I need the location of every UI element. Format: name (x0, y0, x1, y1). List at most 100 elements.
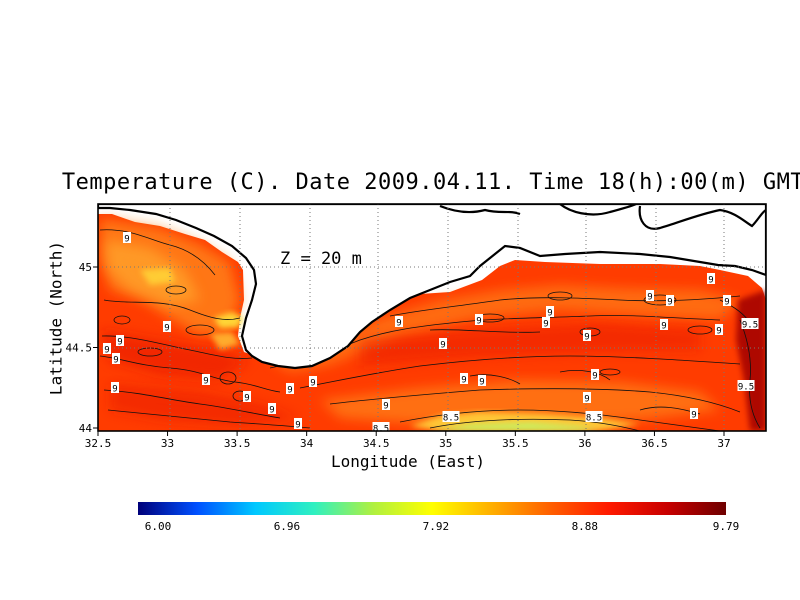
contour-label-bg (478, 375, 486, 386)
contour-label: 9 (708, 276, 713, 286)
contour-label-bg (460, 373, 468, 384)
contour-label: 9 (383, 402, 388, 412)
contour-label-bg (737, 380, 755, 391)
contour-label-bg (442, 411, 460, 422)
contour-label: 9 (164, 324, 169, 334)
contour-label: 9 (724, 298, 729, 308)
contour-label: 9 (203, 377, 208, 387)
x-axis-label: Longitude (East) (330, 452, 486, 471)
depth-label: Z = 20 m (280, 249, 362, 269)
contour-label-bg (382, 399, 390, 410)
contour-label-bg (585, 411, 603, 422)
contour-lines (99, 229, 761, 431)
contour-label: 9 (647, 293, 652, 303)
contour-label: 8.5 (443, 414, 459, 424)
x-tick-label: 33 (161, 437, 174, 450)
contour-label-bg (116, 335, 124, 346)
land-crimea (98, 204, 766, 370)
colorbar (138, 502, 726, 515)
contour-label-bg (395, 316, 403, 327)
contour-label: 9 (547, 309, 552, 319)
colorbar-tick-label: 7.92 (423, 520, 450, 533)
grid-lines (98, 204, 766, 431)
y-tick-label: 45 (79, 261, 92, 274)
contour-label: 9 (117, 338, 122, 348)
contour-label: 9.5 (738, 383, 754, 393)
contour-label: 9 (104, 346, 109, 356)
x-tick-label: 35 (439, 437, 452, 450)
contour-label-bg (123, 232, 131, 243)
contour-label: 9 (113, 356, 118, 366)
contour-label: 9 (396, 319, 401, 329)
contour-label: 9 (716, 327, 721, 337)
contour-label: 9 (461, 376, 466, 386)
contour-labels: 9 9 9 9 9 9 9 9 9 9 9 9 9 9 9 9 9 9 9 9 9 9 9 9 9 9 9 9 9 9 9.5 9.5 8.5 8… (103, 232, 759, 435)
colorbar-tick-label: 8.88 (572, 520, 599, 533)
contour-label: 9 (476, 317, 481, 327)
contour-label: 9 (112, 385, 117, 395)
colorbar-tick-label: 6.00 (145, 520, 172, 533)
contour-label-bg (202, 374, 210, 385)
contour-label: 9 (479, 378, 484, 388)
contour-label: 9 (592, 372, 597, 382)
contour-label-bg (583, 330, 591, 341)
x-tick-label: 33.5 (224, 437, 251, 450)
contour-label-bg (583, 392, 591, 403)
contour-label: 8.5 (586, 414, 602, 424)
contour-label-bg (741, 318, 759, 329)
plot-frame (97, 203, 767, 432)
x-tick-label: 34.5 (363, 437, 390, 450)
contour-label: 9 (310, 379, 315, 389)
contour-label: 9 (244, 394, 249, 404)
contour-label-bg (707, 273, 715, 284)
contour-label: 9 (295, 421, 300, 431)
contour-label: 9 (584, 395, 589, 405)
contour-label-bg (660, 319, 668, 330)
contour-label-bg (591, 369, 599, 380)
colorbar-tick-label: 9.79 (713, 520, 740, 533)
contour-label: 9 (691, 411, 696, 421)
y-tick-label: 44 (79, 422, 93, 435)
contour-label-bg (690, 408, 698, 419)
contour-label: 9 (543, 320, 548, 330)
contour-label: 9 (584, 333, 589, 343)
contour-label: 8.5 (373, 425, 389, 435)
plot-title: Temperature (C). Date 2009.04.11. Time 1… (61, 170, 800, 195)
contour-label-bg (646, 290, 654, 301)
x-tick-label: 37 (717, 437, 730, 450)
x-tick-label: 36 (578, 437, 591, 450)
contour-label-bg (286, 383, 294, 394)
contour-label-bg (294, 418, 302, 429)
contour-label-bg (723, 295, 731, 306)
contour-label: 9 (124, 235, 129, 245)
contour-label-bg (475, 314, 483, 325)
y-tick-label: 44.5 (66, 342, 93, 355)
contour-label-bg (112, 353, 120, 364)
x-tick-label: 36.5 (641, 437, 668, 450)
y-axis: 45 44.5 44 (66, 261, 98, 435)
contour-label: 9 (440, 341, 445, 351)
colorbar-ticks: 6.00 6.96 7.92 8.88 9.79 (145, 520, 740, 533)
contour-label: 9 (269, 406, 274, 416)
colorbar-tick-label: 6.96 (274, 520, 301, 533)
contour-label-bg (546, 306, 554, 317)
x-tick-label: 32.5 (85, 437, 112, 450)
contour-label: 9 (661, 322, 666, 332)
contour-label-bg (111, 382, 119, 393)
contour-label-bg (163, 321, 171, 332)
contour-label: 9 (667, 298, 672, 308)
contour-label-bg (103, 343, 111, 354)
contour-label-bg (666, 295, 674, 306)
contour-label-bg (268, 403, 276, 414)
contour-label-bg (439, 338, 447, 349)
x-tick-label: 35.5 (502, 437, 529, 450)
temperature-field (98, 204, 766, 431)
contour-label: 9 (287, 386, 292, 396)
contour-label: 9.5 (742, 321, 758, 331)
contour-label-bg (542, 317, 550, 328)
contour-label-bg (715, 324, 723, 335)
contour-label-bg (243, 391, 251, 402)
x-axis: 32.5 33 33.5 34 34.5 35 35.5 36 36.5 37 (85, 431, 731, 450)
contour-label-bg (372, 422, 390, 433)
